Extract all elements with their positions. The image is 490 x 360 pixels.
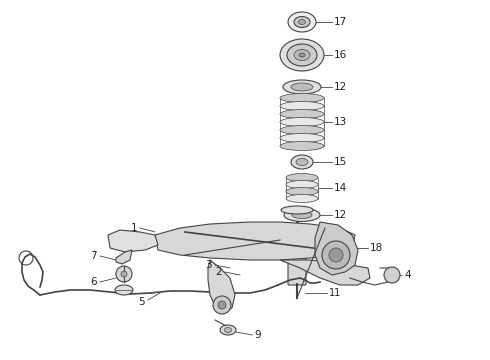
Ellipse shape <box>298 19 305 24</box>
Ellipse shape <box>280 94 324 103</box>
Text: 14: 14 <box>334 183 347 193</box>
Ellipse shape <box>287 44 317 66</box>
Text: 18: 18 <box>370 243 383 253</box>
Text: 4: 4 <box>404 270 411 280</box>
Ellipse shape <box>294 49 310 60</box>
Polygon shape <box>315 222 358 275</box>
Text: 15: 15 <box>334 157 347 167</box>
Ellipse shape <box>280 117 324 126</box>
Circle shape <box>121 271 127 277</box>
Text: 5: 5 <box>138 297 145 307</box>
Text: 6: 6 <box>90 277 97 287</box>
Text: 13: 13 <box>334 117 347 127</box>
Ellipse shape <box>294 17 310 27</box>
Circle shape <box>329 248 343 262</box>
Polygon shape <box>155 222 355 260</box>
Circle shape <box>116 266 132 282</box>
Circle shape <box>218 301 226 309</box>
Circle shape <box>322 241 350 269</box>
Ellipse shape <box>280 126 324 135</box>
Ellipse shape <box>286 188 318 195</box>
Ellipse shape <box>115 285 133 295</box>
Polygon shape <box>208 260 235 312</box>
Ellipse shape <box>280 134 324 143</box>
Text: 10: 10 <box>329 261 342 271</box>
Ellipse shape <box>280 109 324 118</box>
Text: 11: 11 <box>329 288 341 298</box>
Ellipse shape <box>281 206 313 214</box>
Ellipse shape <box>299 53 305 57</box>
FancyBboxPatch shape <box>288 253 306 285</box>
Ellipse shape <box>220 325 236 335</box>
Text: 7: 7 <box>90 251 97 261</box>
Ellipse shape <box>284 208 320 221</box>
Ellipse shape <box>286 194 318 202</box>
Text: 3: 3 <box>205 260 212 270</box>
Polygon shape <box>108 230 158 252</box>
Ellipse shape <box>280 141 324 150</box>
Ellipse shape <box>280 39 324 71</box>
Text: 12: 12 <box>334 82 347 92</box>
Polygon shape <box>116 250 132 264</box>
Ellipse shape <box>296 158 308 166</box>
Text: 1: 1 <box>130 223 137 233</box>
Ellipse shape <box>292 212 312 219</box>
Ellipse shape <box>224 328 231 333</box>
Text: 16: 16 <box>334 50 347 60</box>
Polygon shape <box>280 260 370 285</box>
Ellipse shape <box>288 12 316 32</box>
Ellipse shape <box>291 155 313 169</box>
Ellipse shape <box>283 80 321 94</box>
Text: 12: 12 <box>334 210 347 220</box>
Text: 9: 9 <box>254 330 261 340</box>
Ellipse shape <box>291 83 313 91</box>
Ellipse shape <box>280 102 324 111</box>
Ellipse shape <box>286 174 318 181</box>
Text: 2: 2 <box>216 267 222 277</box>
Text: 17: 17 <box>334 17 347 27</box>
Circle shape <box>213 296 231 314</box>
Ellipse shape <box>286 180 318 189</box>
Circle shape <box>384 267 400 283</box>
